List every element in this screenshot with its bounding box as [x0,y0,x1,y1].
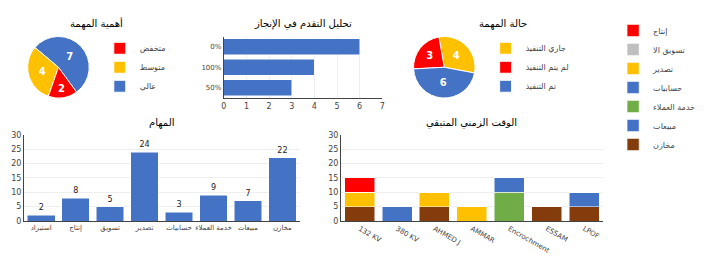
svg-text:متوسط: متوسط [140,63,165,72]
svg-text:20: 20 [328,159,338,168]
svg-text:7: 7 [66,51,73,62]
svg-text:إنتاج: إنتاج [69,224,82,232]
svg-text:AHMED J: AHMED J [432,225,462,247]
svg-text:7: 7 [245,189,250,198]
svg-text:9: 9 [211,183,216,192]
svg-text:380 KV: 380 KV [394,225,420,245]
svg-text:مبيعات: مبيعات [653,122,676,131]
svg-text:10: 10 [328,188,338,197]
svg-text:Encrochment: Encrochment [507,225,551,255]
svg-text:3: 3 [176,200,181,209]
svg-text:25: 25 [328,145,338,154]
svg-text:المهام: المهام [149,117,174,129]
svg-text:الوقت الزمني المتبقي: الوقت الزمني المتبقي [426,117,517,129]
svg-text:3: 3 [289,102,294,111]
svg-text:0%: 0% [210,43,221,51]
svg-text:عالي: عالي [140,82,156,91]
svg-text:2: 2 [39,203,44,212]
svg-text:4: 4 [453,50,460,61]
svg-text:4: 4 [312,102,317,111]
svg-text:15: 15 [328,174,338,183]
svg-text:2: 2 [267,102,272,111]
svg-text:20: 20 [11,159,21,168]
svg-text:0: 0 [333,217,338,226]
svg-text:تم التنفيذ: تم التنفيذ [526,82,556,91]
svg-text:100%: 100% [201,64,221,72]
svg-text:استيراد: استيراد [31,224,52,232]
svg-text:1: 1 [244,102,249,111]
svg-text:8: 8 [73,186,78,195]
svg-text:ESSAM: ESSAM [544,225,569,244]
svg-text:2: 2 [58,83,65,94]
svg-text:جاري التنفيذ: جاري التنفيذ [526,44,566,53]
svg-text:22: 22 [277,146,287,155]
svg-text:5: 5 [16,202,21,211]
svg-text:خدمة العملاء: خدمة العملاء [653,103,695,112]
svg-text:تصدير: تصدير [652,65,673,74]
svg-text:متخفض: متخفض [140,44,166,53]
svg-text:10: 10 [11,188,21,197]
svg-text:0: 0 [221,102,226,111]
svg-text:أهمية المهمة: أهمية المهمة [70,17,123,30]
svg-text:إنتاج: إنتاج [653,27,667,37]
svg-text:AMMAR: AMMAR [469,225,496,245]
svg-text:15: 15 [11,174,21,183]
svg-text:3: 3 [426,50,433,61]
svg-text:تصدير: تصدير [135,224,154,232]
svg-text:24: 24 [139,140,149,149]
svg-text:50%: 50% [206,84,222,92]
svg-text:6: 6 [357,102,362,111]
svg-text:حالة المهمة: حالة المهمة [479,18,527,30]
svg-text:مخازن: مخازن [273,224,292,232]
svg-text:30: 30 [328,131,338,140]
svg-text:تحليل التقدم في الإنجاز: تحليل التقدم في الإنجاز [254,18,352,30]
svg-text:تسويق: تسويق [100,224,120,232]
svg-text:لم يتم التنفيذ: لم يتم التنفيذ [526,63,569,72]
svg-text:0: 0 [16,217,21,226]
svg-text:LPOF: LPOF [581,225,600,241]
svg-text:مبيعات: مبيعات [238,224,258,232]
svg-text:خدمة العملاء: خدمة العملاء [195,224,232,232]
svg-text:4: 4 [39,66,46,77]
svg-text:7: 7 [380,102,385,111]
svg-text:5: 5 [108,195,113,204]
svg-text:5: 5 [334,102,339,111]
svg-text:تسويق الا: تسويق الا [653,46,685,55]
svg-text:30: 30 [11,131,21,140]
svg-text:6: 6 [440,77,447,88]
svg-text:حسابيات: حسابيات [166,224,192,232]
svg-text:5: 5 [333,202,338,211]
svg-text:25: 25 [11,145,21,154]
svg-text:مخازن: مخازن [653,141,675,150]
svg-text:132 KV: 132 KV [357,225,383,245]
svg-text:حسابيات: حسابيات [653,84,682,93]
